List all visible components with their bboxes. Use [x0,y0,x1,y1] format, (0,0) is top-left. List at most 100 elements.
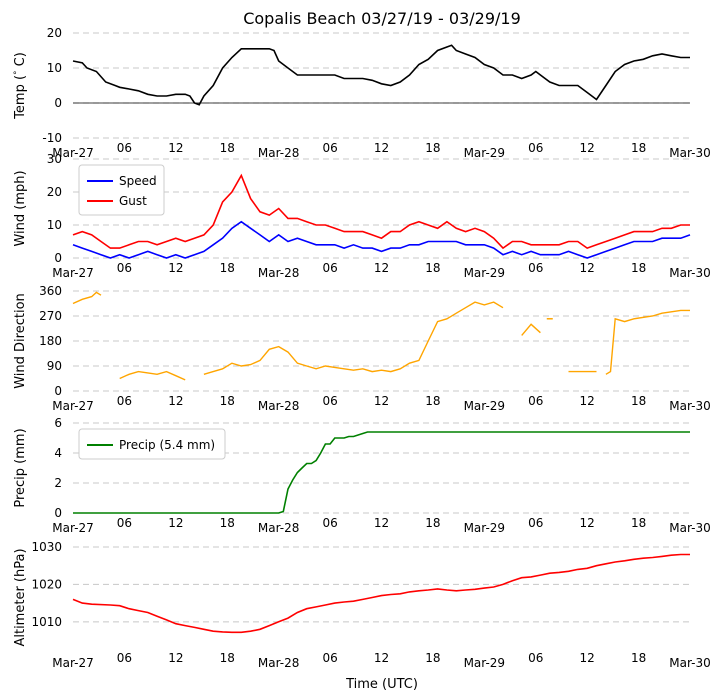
x-tick-label: 18 [631,141,646,155]
x-tick-label: 06 [322,394,337,408]
x-tick-label: 06 [322,261,337,275]
y-tick-label: 6 [54,416,62,430]
x-tick-label: 06 [528,651,543,665]
y-tick-label: 20 [47,185,62,199]
x-tick-label: 06 [117,141,132,155]
y-tick-label: 0 [54,384,62,398]
x-tick-label: 06 [528,261,543,275]
y-axis-label: Wind Direction [13,293,28,389]
x-tick-label: Mar-28 [258,399,299,413]
chart-title: Copalis Beach 03/27/19 - 03/29/19 [243,9,521,28]
x-tick-label: Mar-27 [52,266,93,280]
x-tick-label: 12 [168,651,183,665]
x-tick-label: 18 [220,394,235,408]
x-tick-label: 18 [220,261,235,275]
x-tick-label: Mar-28 [258,266,299,280]
x-tick-label: 18 [220,516,235,530]
y-tick-label: 4 [54,446,62,460]
x-tick-label: Mar-29 [464,266,505,280]
x-tick-label: Mar-27 [52,521,93,535]
x-tick-label: Mar-30 [669,399,710,413]
x-tick-label: 06 [117,651,132,665]
y-axis-label: Precip (mm) [13,428,28,507]
x-tick-label: 06 [322,516,337,530]
y-tick-label: 360 [39,284,62,298]
x-tick-label: 06 [322,141,337,155]
x-tick-label: Mar-29 [464,656,505,670]
wind-direction-trace [203,301,504,375]
panel-3: 0 2 4 6 Precip (mm) Mar-27 06 12 18 Mar-28 06 12 18 M… [13,416,711,535]
y-axis-label: Altimeter (hPa) [13,548,28,646]
x-tick-label: 12 [580,141,595,155]
y-tick-label: 180 [39,334,62,348]
x-tick-label: 06 [528,516,543,530]
x-tick-label: Mar-30 [669,146,710,160]
y-axis-label-unit: C) [13,52,28,70]
x-tick-label: 12 [168,141,183,155]
series-line-0 [73,431,690,514]
y-tick-label: -10 [42,131,62,145]
x-tick-label: 18 [631,394,646,408]
legend-box [78,164,165,216]
panel-1: 0 10 20 30 Wind (mph) Mar-27 06 12 18 Mar-28 06 12 1… [13,152,711,280]
x-tick-label: 18 [425,141,440,155]
y-tick-label: 20 [47,26,62,40]
x-tick-label: 18 [425,651,440,665]
x-tick-label: Mar-30 [669,266,710,280]
y-tick-label: 0 [54,251,62,265]
x-tick-label: 12 [374,516,389,530]
x-tick-label: Mar-29 [464,146,505,160]
y-axis-label: Wind (mph) [13,170,28,246]
x-tick-label: 12 [374,651,389,665]
x-axis-label: Time (UTC) [345,677,418,692]
x-tick-label: 12 [168,394,183,408]
series-line-0 [72,220,691,259]
x-tick-label: 12 [168,516,183,530]
wind-direction-trace [521,323,541,336]
y-tick-label: 30 [47,152,62,166]
x-tick-label: 18 [631,261,646,275]
y-tick-label: 0 [54,506,62,520]
legend-box [78,428,226,460]
y-tick-label: 0 [54,96,62,110]
x-tick-label: 06 [322,651,337,665]
x-tick-label: 06 [528,141,543,155]
series-line-0 [72,44,690,106]
series-line-1 [72,173,690,250]
x-tick-label: Mar-28 [258,146,299,160]
x-tick-label: Mar-28 [258,656,299,670]
wind-direction-trace [72,291,102,305]
x-tick-label: 06 [117,394,132,408]
y-tick-label: 1020 [31,577,62,591]
y-tick-label: 1030 [31,540,62,554]
legend-label: Speed [119,174,157,188]
x-tick-label: 18 [631,516,646,530]
x-tick-label: 18 [425,261,440,275]
panel-0: -10 0 10 20 Temp (° C) Mar-27 06 12 18 Mar-28 06 12… [13,26,711,160]
x-tick-label: 12 [374,394,389,408]
x-tick-label: 18 [425,516,440,530]
x-tick-label: 18 [425,394,440,408]
x-tick-label: 12 [580,394,595,408]
x-tick-label: Mar-30 [669,656,710,670]
x-tick-label: Mar-29 [464,399,505,413]
x-tick-label: Mar-27 [52,656,93,670]
degree-symbol: ° [13,70,23,75]
x-tick-label: Mar-28 [258,521,299,535]
wind-direction-trace [605,309,690,375]
x-tick-label: 06 [117,261,132,275]
y-tick-label: 90 [47,359,62,373]
x-tick-label: 12 [580,651,595,665]
panel-2: 0 90 180 270 360 Wind Direction Mar-27 06 12 18 Ma… [13,284,711,413]
x-tick-label: 06 [528,394,543,408]
series-line-0 [72,553,690,634]
y-tick-label: 2 [54,476,62,490]
x-tick-label: 18 [220,141,235,155]
y-axis-label: Temp (° C) [13,52,28,120]
x-tick-label: Mar-27 [52,399,93,413]
x-tick-label: 12 [374,141,389,155]
y-tick-label: 10 [47,61,62,75]
